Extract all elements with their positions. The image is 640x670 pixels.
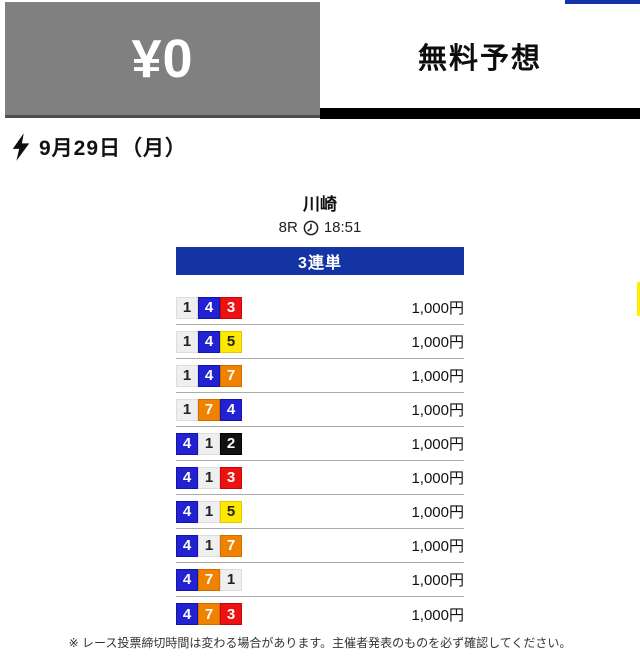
right-edge-yellow-accent (637, 282, 640, 316)
racer-number-box: 2 (220, 432, 242, 455)
racer-number-box: 4 (198, 330, 220, 353)
date-row: 9月29日（月） (10, 130, 187, 164)
racer-number-box: 4 (176, 500, 198, 523)
lightning-icon (12, 133, 30, 161)
bet-amount: 1,000円 (411, 504, 464, 521)
racer-number-box: 1 (176, 398, 198, 421)
racer-number-box: 5 (220, 500, 242, 523)
clock-icon (303, 220, 319, 235)
racer-number-box: 1 (198, 500, 220, 523)
race-number: 8R (278, 219, 298, 236)
racer-number-box: 3 (220, 296, 242, 319)
racer-number-box: 7 (198, 398, 220, 421)
bet-type-header: 3連単 (176, 247, 464, 275)
racer-number-box: 7 (220, 364, 242, 387)
price-label: ¥0 (131, 28, 194, 89)
racer-number-box: 5 (220, 330, 242, 353)
racer-number-box: 7 (198, 568, 220, 591)
racer-number-box: 4 (176, 432, 198, 455)
racer-number-box: 1 (198, 432, 220, 455)
bet-amount: 1,000円 (411, 470, 464, 487)
race-time: 18:51 (323, 219, 362, 236)
date-label: 9月29日（月） (39, 137, 188, 160)
racer-number-box: 4 (176, 534, 198, 557)
racer-number-box: 4 (220, 398, 242, 421)
page-title: 無料予想 (417, 42, 542, 75)
bet-amount: 1,000円 (411, 606, 464, 624)
bet-amount: 1,000円 (411, 402, 464, 419)
bet-amount: 1,000円 (411, 436, 464, 453)
racer-number-box: 3 (220, 466, 242, 489)
racer-number-box: 3 (220, 603, 242, 625)
racer-number-box: 4 (176, 603, 198, 625)
racer-number-box: 4 (176, 568, 198, 591)
title-underline-bar (320, 108, 640, 119)
bet-amount: 1,000円 (411, 538, 464, 555)
bet-amount: 1,000円 (411, 572, 464, 589)
racer-number-box: 4 (176, 466, 198, 489)
racer-number-box: 4 (198, 364, 220, 387)
bet-amount: 1,000円 (411, 300, 464, 317)
racer-number-box: 7 (198, 603, 220, 625)
venue-name: 川崎 (303, 195, 337, 214)
top-blue-accent-bar (565, 0, 640, 4)
bet-amount: 1,000円 (411, 334, 464, 351)
race-info: 8R 18:51 (176, 219, 464, 236)
racer-number-box: 4 (198, 296, 220, 319)
racer-number-box: 1 (198, 466, 220, 489)
racer-number-box: 1 (198, 534, 220, 557)
racer-number-box: 7 (220, 534, 242, 557)
bet-amount: 1,000円 (411, 368, 464, 385)
disclaimer-note: ※ レース投票締切時間は変わる場合があります。主催者発表のものを必ず確認してくだ… (68, 636, 572, 650)
racer-number-box: 1 (176, 296, 198, 319)
racer-number-box: 1 (220, 568, 242, 591)
price-banner: ¥0 (5, 2, 320, 118)
racer-number-box: 1 (176, 364, 198, 387)
racer-number-box: 1 (176, 330, 198, 353)
